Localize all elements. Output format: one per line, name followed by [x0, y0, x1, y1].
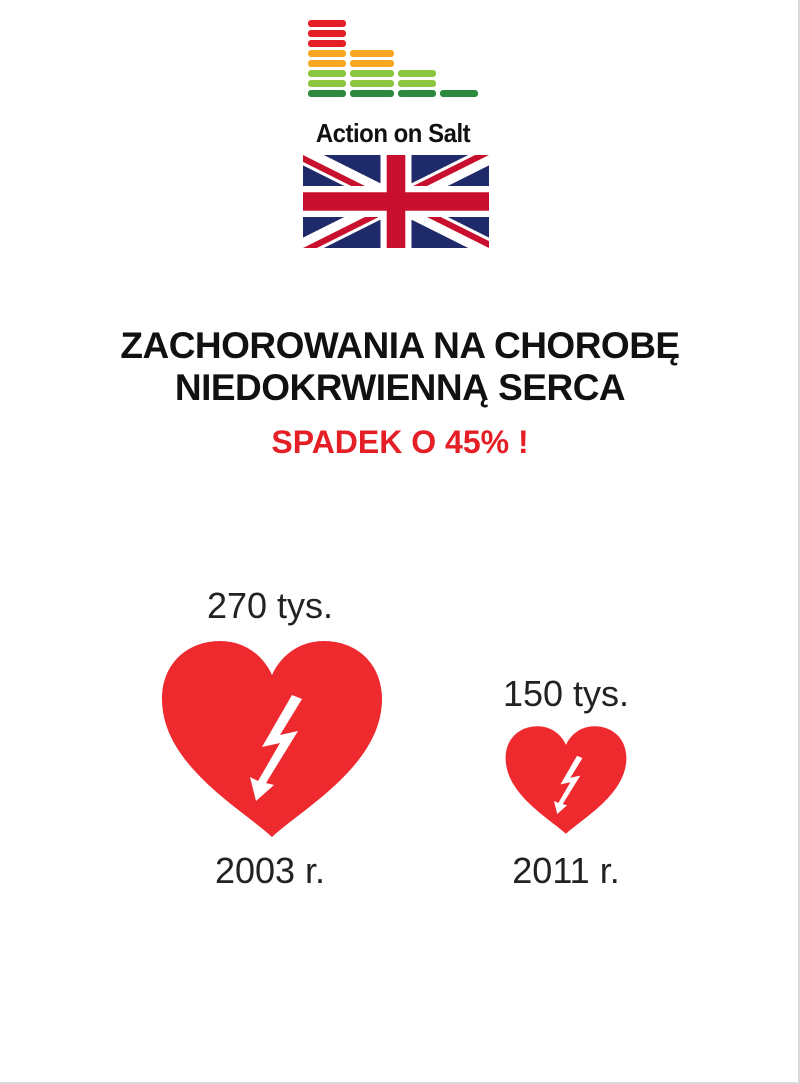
salt-bars-icon — [308, 20, 478, 97]
headline-line-1: ZACHOROWANIA NA CHOROBĘ — [120, 325, 680, 366]
value-2011: 150 tys. — [502, 673, 630, 714]
action-on-salt-logo: Action on Salt — [304, 18, 488, 148]
heart-lightning-icon — [505, 726, 627, 834]
headline-highlight: SPADEK O 45% ! — [271, 424, 529, 460]
year-2003: 2003 r. — [214, 850, 326, 891]
headline-line-2: NIEDOKRWIENNĄ SERCA — [174, 367, 626, 408]
year-2011: 2011 r. — [512, 850, 620, 891]
headline: ZACHOROWANIA NA CHOROBĘ NIEDOKRWIENNĄ SE… — [40, 325, 760, 409]
value-2003: 270 tys. — [206, 585, 334, 626]
brand-name: Action on Salt — [315, 118, 471, 148]
heart-lightning-icon — [162, 641, 382, 837]
uk-flag-icon — [303, 155, 489, 248]
